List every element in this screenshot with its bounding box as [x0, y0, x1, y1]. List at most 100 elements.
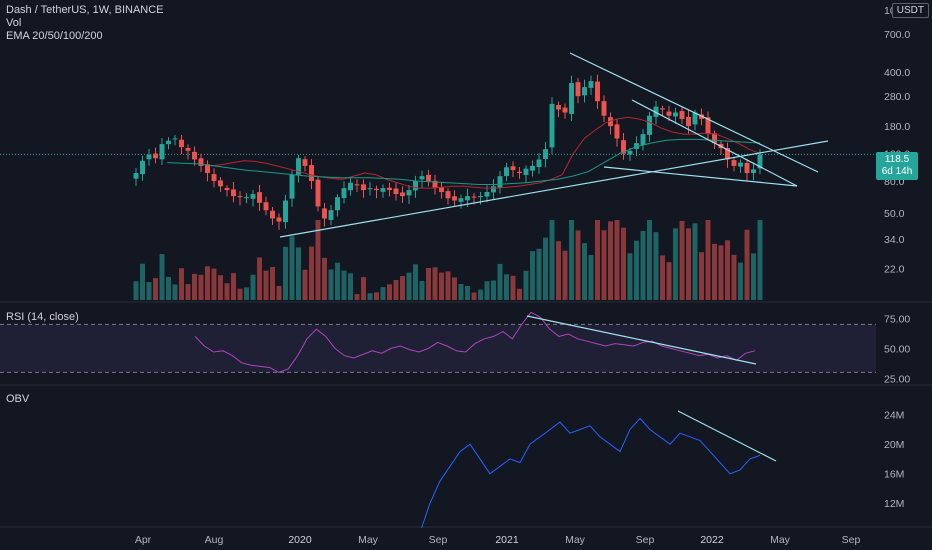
volume-bar	[140, 263, 145, 300]
volume-histogram	[133, 220, 763, 300]
volume-bar	[309, 246, 314, 300]
rsi-axis-tick: 50.00	[884, 343, 910, 355]
last-price: 118.5	[884, 154, 910, 165]
volume-bar	[562, 250, 568, 300]
volume-bar	[660, 255, 665, 300]
volume-bar	[367, 293, 373, 300]
volume-bar	[692, 223, 698, 300]
volume-bar	[439, 272, 444, 300]
vol-label[interactable]: Vol	[6, 17, 22, 29]
volume-bar	[159, 254, 165, 300]
candle-body	[445, 191, 451, 199]
obv-legend[interactable]: OBV	[6, 393, 29, 406]
candle-body	[569, 83, 574, 114]
volume-bar	[341, 270, 347, 300]
price-axis-tick: 180.0	[884, 121, 910, 133]
volume-bar	[569, 220, 574, 300]
volume-bar	[517, 288, 522, 300]
volume-bar	[458, 283, 464, 300]
volume-bar	[582, 243, 587, 300]
candle-body	[660, 108, 665, 110]
candle-body	[497, 176, 503, 188]
candle-body	[244, 197, 249, 199]
volume-bar	[647, 220, 652, 300]
candle-body	[335, 197, 340, 211]
candle-body	[744, 162, 750, 174]
volume-bar	[211, 268, 217, 300]
currency-badge[interactable]: USDT	[891, 3, 929, 18]
candle-body	[653, 106, 659, 117]
candle-body	[341, 188, 347, 199]
volume-bar	[608, 221, 613, 300]
volume-bar	[380, 287, 386, 300]
symbol-title[interactable]: Dash / TetherUS, 1W, BINANCE	[6, 4, 164, 16]
candle-body	[211, 174, 217, 182]
volume-bar	[400, 276, 405, 300]
rsi-trendline	[526, 315, 757, 365]
bar-countdown: 6d 14h	[881, 166, 913, 177]
volume-bar	[133, 281, 139, 300]
rsi-legend[interactable]: RSI (14, close)	[6, 311, 79, 324]
volume-bar	[491, 280, 496, 300]
candle-body	[166, 140, 171, 145]
candle-body	[413, 181, 418, 191]
candle-body	[309, 165, 314, 182]
volume-bar	[530, 251, 535, 300]
candle-body	[465, 196, 470, 201]
rsi-band	[0, 324, 876, 373]
candle-body	[725, 148, 730, 160]
time-axis-tick: May	[358, 534, 379, 546]
volume-bar	[283, 246, 288, 300]
volume-bar	[244, 287, 249, 300]
volume-bar	[465, 285, 470, 300]
candle-body	[556, 105, 561, 110]
volume-bar	[432, 267, 438, 300]
price-trendline	[279, 140, 829, 238]
volume-bar	[621, 227, 626, 300]
time-axis-tick: May	[565, 534, 586, 546]
candle-body	[133, 173, 139, 179]
time-axis-tick: May	[770, 534, 791, 546]
time-axis-tick: Apr	[135, 534, 152, 546]
time-axis-tick: 2020	[288, 534, 312, 546]
volume-bar	[731, 254, 737, 300]
candle-body	[406, 190, 412, 196]
volume-bar	[172, 284, 178, 300]
volume-bar	[666, 262, 672, 300]
volume-bar	[263, 270, 269, 300]
candle-body	[530, 165, 535, 171]
obv-axis-tick: 24M	[884, 410, 904, 422]
obv-label[interactable]: OBV	[6, 393, 30, 405]
candle-body	[692, 112, 698, 125]
volume-bar	[543, 237, 548, 300]
candle-body	[296, 158, 301, 175]
volume-bar	[484, 281, 490, 300]
volume-bar	[315, 220, 321, 300]
volume-bar	[302, 269, 308, 300]
price-axis-tick: 400.0	[884, 67, 910, 79]
ema-label[interactable]: EMA 20/50/100/200	[6, 30, 103, 42]
volume-bar	[627, 253, 633, 300]
candle-body	[588, 81, 594, 88]
volume-bar	[413, 264, 418, 300]
volume-bar	[523, 270, 529, 300]
candle-body	[549, 103, 555, 148]
volume-bar	[185, 284, 191, 300]
candle-body	[198, 158, 204, 166]
time-axis-tick: Sep	[429, 534, 448, 546]
volume-bar	[588, 254, 594, 300]
candle-body	[484, 192, 490, 197]
volume-bar	[153, 278, 158, 300]
candle-body	[224, 187, 230, 191]
volume-bar	[718, 245, 724, 300]
candle-body	[400, 192, 405, 197]
candle-body	[153, 153, 158, 159]
rsi-label[interactable]: RSI (14, close)	[6, 311, 79, 323]
candle-body	[439, 187, 444, 193]
volume-bar	[393, 279, 399, 300]
volume-bar	[192, 273, 197, 300]
candle-body	[302, 159, 308, 166]
volume-bar	[686, 228, 691, 300]
volume-bar	[205, 266, 210, 300]
